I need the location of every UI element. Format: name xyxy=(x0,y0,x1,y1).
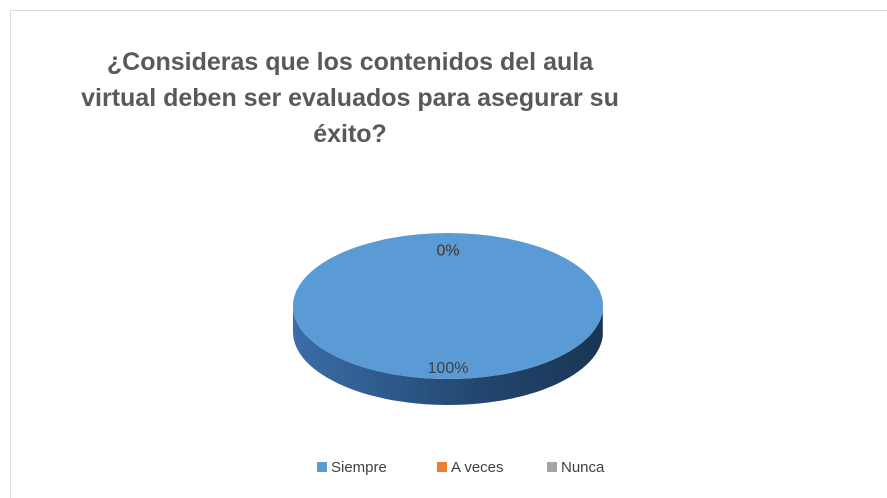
legend-swatch xyxy=(547,462,557,472)
pie-slice-side xyxy=(293,306,603,405)
data-label: 0% xyxy=(436,242,459,259)
legend-label: Nunca xyxy=(561,459,605,476)
pie-slice xyxy=(293,233,603,379)
data-label: 100% xyxy=(428,360,469,377)
data-label: 0% xyxy=(436,242,459,259)
legend-label: Siempre xyxy=(331,459,387,476)
legend-label: A veces xyxy=(451,459,504,476)
legend-swatch xyxy=(317,462,327,472)
chart-border xyxy=(10,10,887,498)
legend-swatch xyxy=(437,462,447,472)
chart-title: ¿Consideras que los contenidos del aula … xyxy=(81,48,619,148)
